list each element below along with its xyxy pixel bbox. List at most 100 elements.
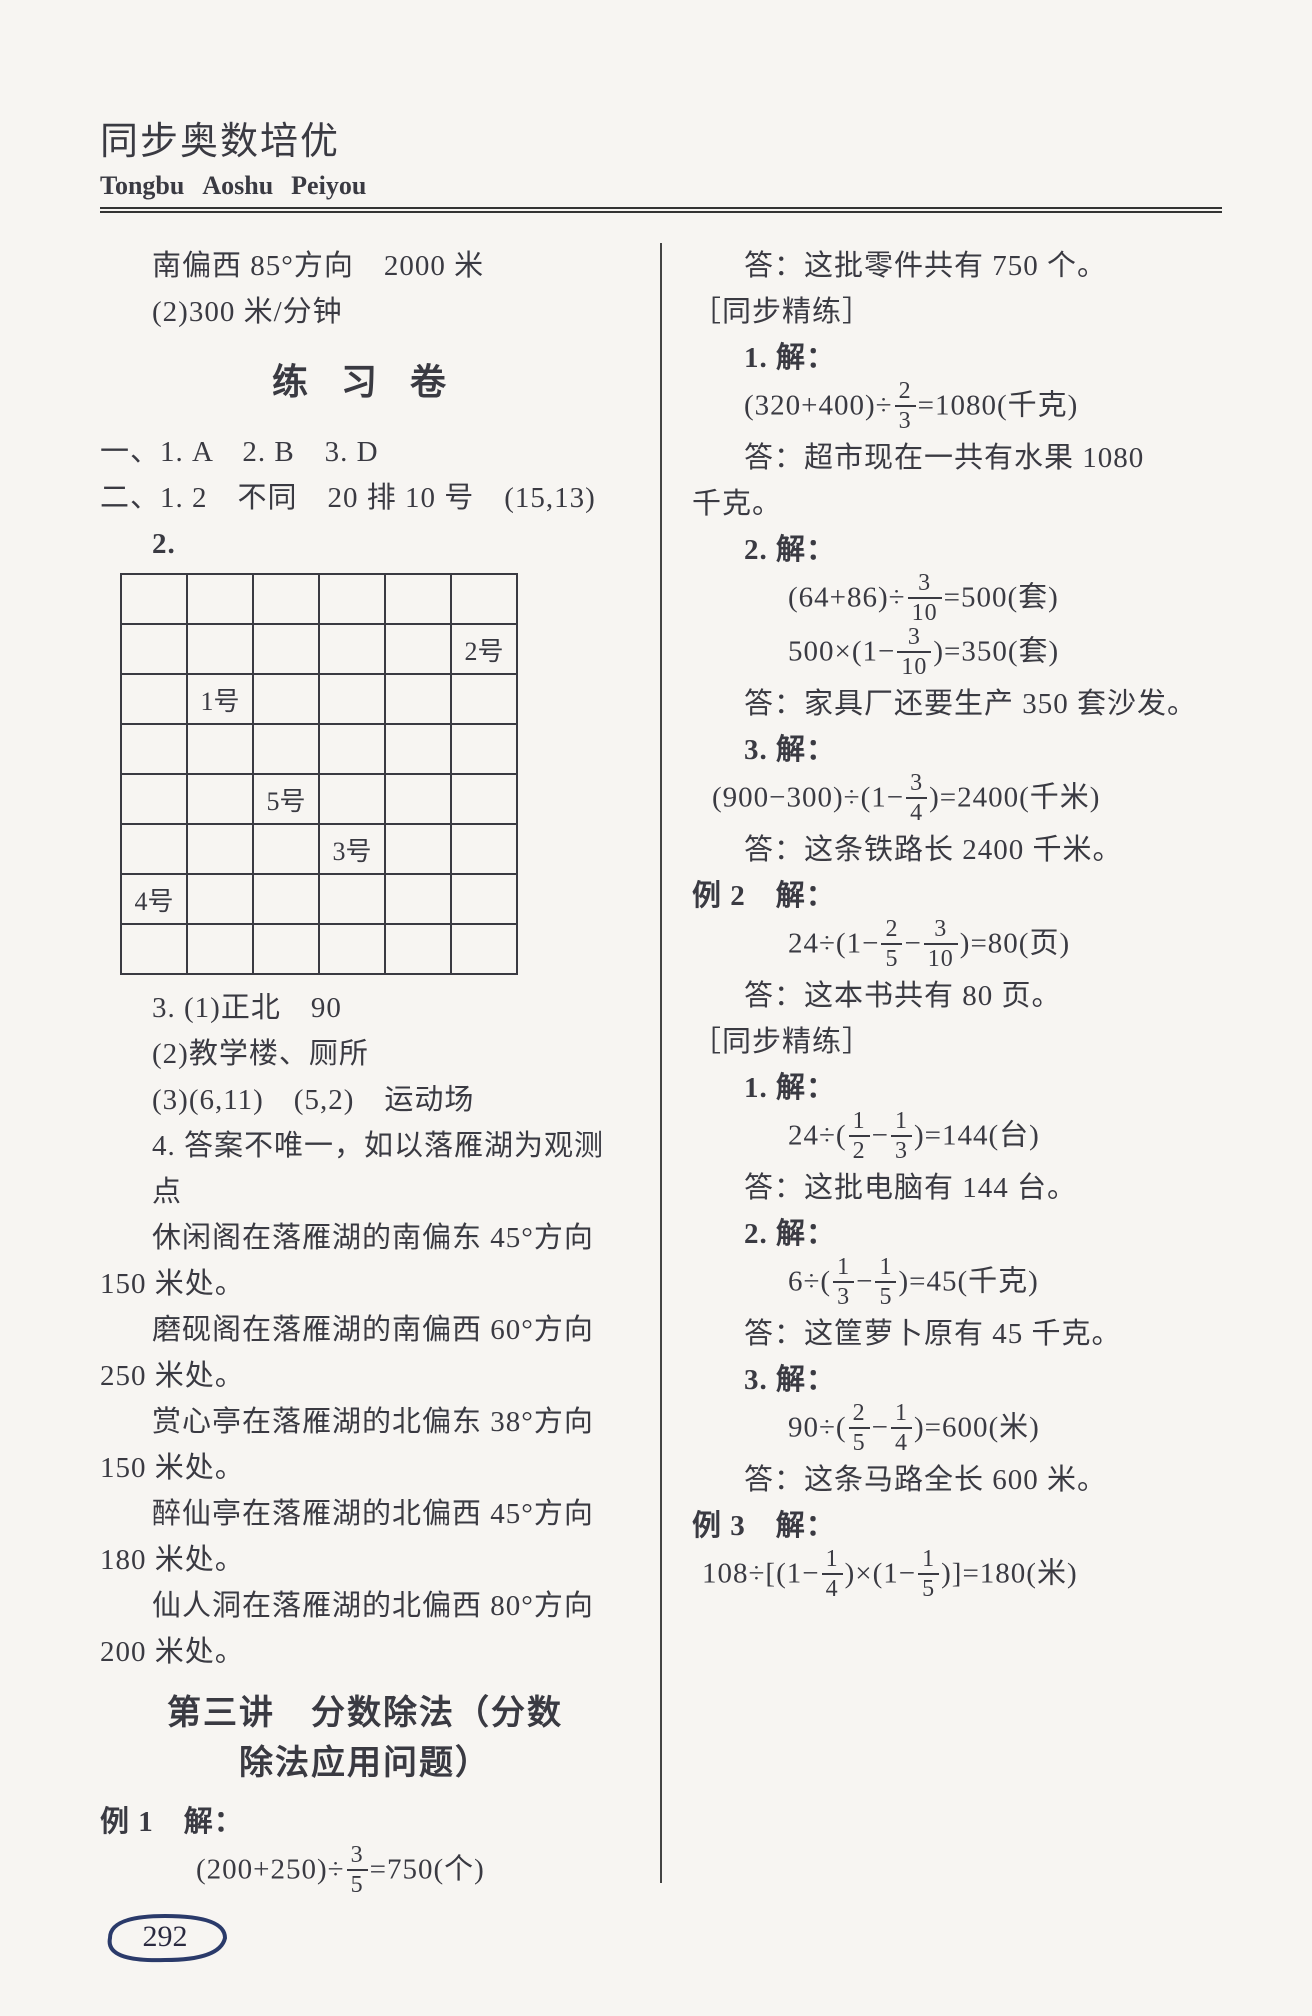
grid-cell	[385, 874, 451, 924]
p2-label: 2. 解：	[692, 527, 1222, 573]
q4-8: 180 米处。	[100, 1537, 630, 1583]
pinyin-3: Peiyou	[291, 171, 366, 201]
grid-cell	[253, 874, 319, 924]
header-rule-1	[100, 207, 1222, 209]
pinyin-1: Tongbu	[100, 171, 184, 201]
page-number: 292	[100, 1920, 230, 1954]
q4-4: 250 米处。	[100, 1353, 630, 1399]
book-title: 同步奥数培优	[100, 110, 1222, 165]
grid-cell	[451, 874, 517, 924]
p1-ans2: 千克。	[692, 481, 1222, 527]
grid-cell: 4号	[121, 874, 187, 924]
two-columns: 南偏西 85°方向 2000 米 (2)300 米/分钟 练 习 卷 一、1. …	[100, 243, 1222, 1899]
grid-cell	[187, 824, 253, 874]
grid-cell	[253, 824, 319, 874]
q4-intro: 4. 答案不唯一，如以落雁湖为观测点	[100, 1123, 630, 1215]
q2a: 二、1. 2 不同 20 排 10 号 (15,13)	[100, 475, 630, 521]
q2b: 2.	[100, 521, 630, 567]
grid-cell	[253, 724, 319, 774]
ex1-suffix: =750(个)	[370, 1854, 485, 1886]
grid-cell	[187, 774, 253, 824]
grid-cell	[187, 624, 253, 674]
grid-cell	[385, 724, 451, 774]
q3-1: 3. (1)正北 90	[100, 985, 630, 1031]
grid-cell	[385, 924, 451, 974]
ans-intro: 答：这批零件共有 750 个。	[692, 243, 1222, 289]
grid-cell	[385, 624, 451, 674]
p2-expr1: (64+86)÷310=500(套)	[692, 573, 1222, 627]
grid-cell	[319, 874, 385, 924]
q3-2: (2)教学楼、厕所	[100, 1031, 630, 1077]
p1-expr: (320+400)÷23=1080(千克)	[692, 381, 1222, 435]
grid-cell	[253, 624, 319, 674]
left-top-1: 南偏西 85°方向 2000 米	[100, 243, 630, 289]
grid-cell	[451, 774, 517, 824]
page-number-badge: 292	[100, 1910, 230, 1966]
grid-cell	[319, 674, 385, 724]
q4-1: 休闲阁在落雁湖的南偏东 45°方向	[100, 1215, 630, 1261]
answer-grid: 2号1号5号3号4号	[120, 573, 518, 975]
p3-ans: 答：这条铁路长 2400 千米。	[692, 827, 1222, 873]
r2-expr: 6÷(13−15)=45(千克)	[692, 1257, 1222, 1311]
r1-ans: 答：这批电脑有 144 台。	[692, 1165, 1222, 1211]
grid-wrap: 2号1号5号3号4号	[120, 573, 630, 975]
grid-cell	[451, 824, 517, 874]
r1-label: 1. 解：	[692, 1065, 1222, 1111]
grid-cell: 3号	[319, 824, 385, 874]
grid-cell	[253, 674, 319, 724]
grid-cell	[253, 574, 319, 624]
q4-5: 赏心亭在落雁湖的北偏东 38°方向	[100, 1399, 630, 1445]
p3-label: 3. 解：	[692, 727, 1222, 773]
sync-label-2: ［同步精练］	[692, 1019, 1222, 1065]
right-column: 答：这批零件共有 750 个。 ［同步精练］ 1. 解： (320+400)÷2…	[692, 243, 1222, 1899]
column-divider	[660, 243, 662, 1883]
grid-cell	[121, 724, 187, 774]
p2-expr2: 500×(1−310)=350(套)	[692, 627, 1222, 681]
q1: 一、1. A 2. B 3. D	[100, 429, 630, 475]
grid-cell	[385, 774, 451, 824]
ex3-label: 例 3 解：	[692, 1503, 1222, 1549]
ex2-label: 例 2 解：	[692, 873, 1222, 919]
left-top-2: (2)300 米/分钟	[100, 289, 630, 335]
q4-10: 200 米处。	[100, 1629, 630, 1675]
r3-expr: 90÷(25−14)=600(米)	[692, 1403, 1222, 1457]
grid-cell	[451, 574, 517, 624]
pinyin-row: Tongbu Aoshu Peiyou	[100, 171, 1222, 201]
p3-expr: (900−300)÷(1−34)=2400(千米)	[692, 773, 1222, 827]
lecture-title-2: 除法应用问题）	[100, 1739, 630, 1789]
grid-cell	[121, 674, 187, 724]
lecture-title-1: 第三讲 分数除法（分数	[100, 1689, 630, 1739]
grid-cell: 2号	[451, 624, 517, 674]
q4-6: 150 米处。	[100, 1445, 630, 1491]
grid-cell: 5号	[253, 774, 319, 824]
practice-heading: 练 习 卷	[100, 353, 630, 405]
header-rule-2	[100, 211, 1222, 213]
grid-cell	[121, 574, 187, 624]
grid-cell	[319, 924, 385, 974]
ex1-prefix: (200+250)÷	[196, 1854, 345, 1886]
ex2-ans: 答：这本书共有 80 页。	[692, 973, 1222, 1019]
p1-ans1: 答：超市现在一共有水果 1080	[692, 435, 1222, 481]
q4-7: 醉仙亭在落雁湖的北偏西 45°方向	[100, 1491, 630, 1537]
grid-cell	[253, 924, 319, 974]
r2-ans: 答：这筐萝卜原有 45 千克。	[692, 1311, 1222, 1357]
grid-cell	[385, 674, 451, 724]
grid-cell	[187, 874, 253, 924]
p2-ans: 答：家具厂还要生产 350 套沙发。	[692, 681, 1222, 727]
ex1-label: 例 1 解：	[100, 1799, 630, 1845]
grid-cell	[451, 674, 517, 724]
page: 同步奥数培优 Tongbu Aoshu Peiyou 南偏西 85°方向 200…	[0, 0, 1312, 2016]
grid-cell	[385, 574, 451, 624]
sync-label-1: ［同步精练］	[692, 289, 1222, 335]
left-column: 南偏西 85°方向 2000 米 (2)300 米/分钟 练 习 卷 一、1. …	[100, 243, 630, 1899]
grid-cell	[451, 724, 517, 774]
lecture-title: 第三讲 分数除法（分数 除法应用问题）	[100, 1689, 630, 1789]
grid-cell	[121, 924, 187, 974]
p1-label: 1. 解：	[692, 335, 1222, 381]
grid-cell	[385, 824, 451, 874]
q4-9: 仙人洞在落雁湖的北偏西 80°方向	[100, 1583, 630, 1629]
grid-cell	[187, 724, 253, 774]
grid-cell	[319, 724, 385, 774]
r3-label: 3. 解：	[692, 1357, 1222, 1403]
q4-2: 150 米处。	[100, 1261, 630, 1307]
